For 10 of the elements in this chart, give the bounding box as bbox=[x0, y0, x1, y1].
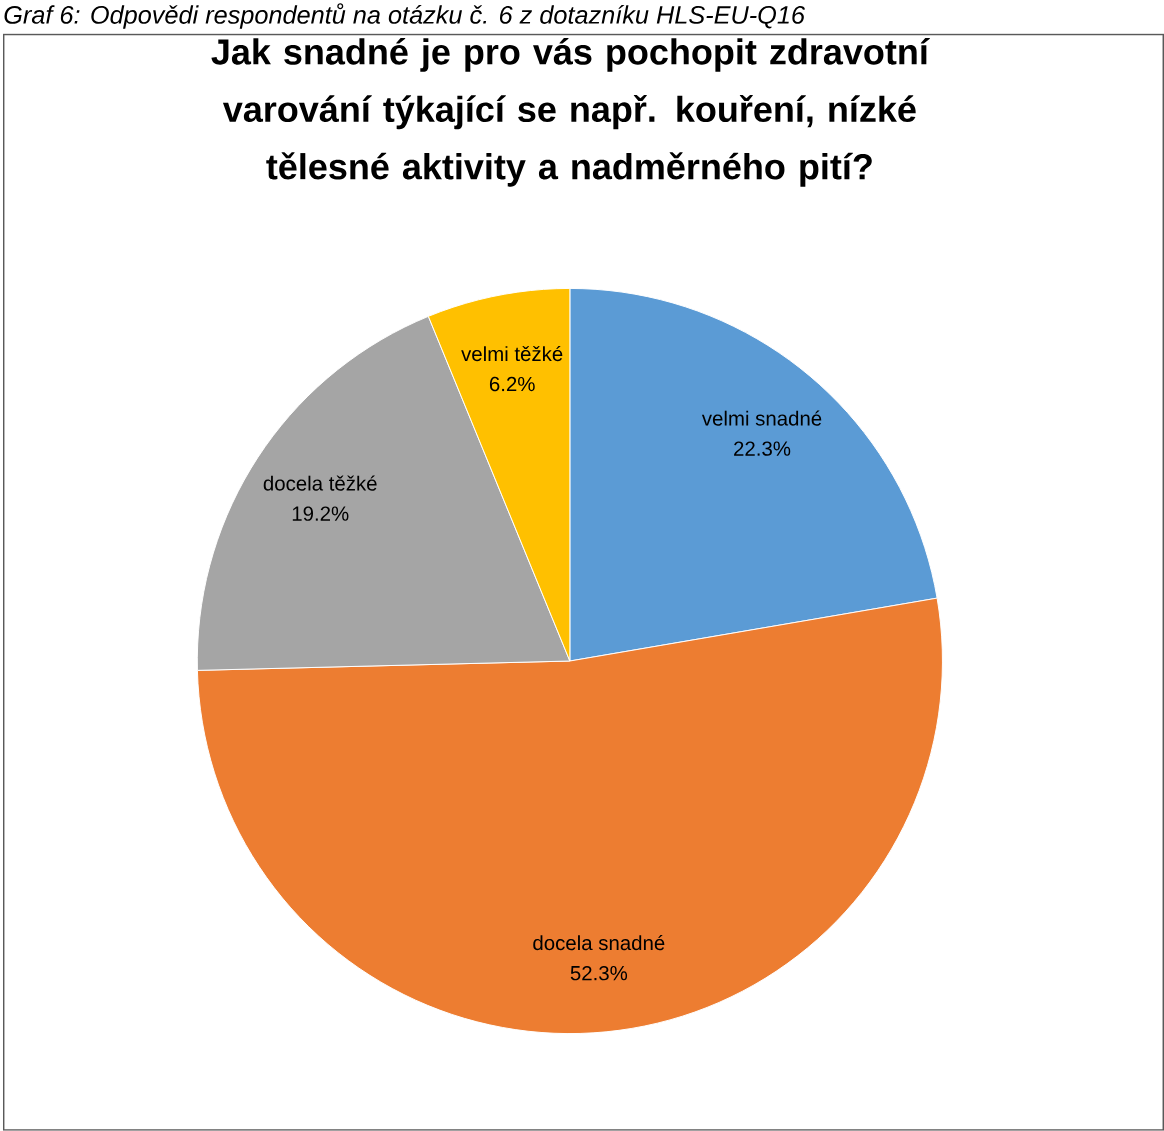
slice-label: velmi těžké bbox=[461, 346, 563, 362]
data-label: 52.3% bbox=[570, 966, 628, 981]
data-label: 6.2% bbox=[489, 376, 535, 392]
slice-label: docela snadné bbox=[533, 935, 665, 951]
data-label: 19.2% bbox=[292, 506, 349, 522]
slice-label: docela těžké bbox=[263, 475, 377, 491]
data-label: 22.3% bbox=[734, 441, 791, 457]
slice-label: velmi snadné bbox=[701, 410, 822, 426]
text: Graf 6: Odpovědi respondentů na otázku č. 6 z dotazníku HLS-EU-Q16 bbox=[4, 3, 805, 30]
chart-title: Jak snadné je pro vás pochopit zdravotní varování týkající se např. kouření, nízké tělesné aktivity a nadměrného pití? bbox=[211, 38, 930, 187]
